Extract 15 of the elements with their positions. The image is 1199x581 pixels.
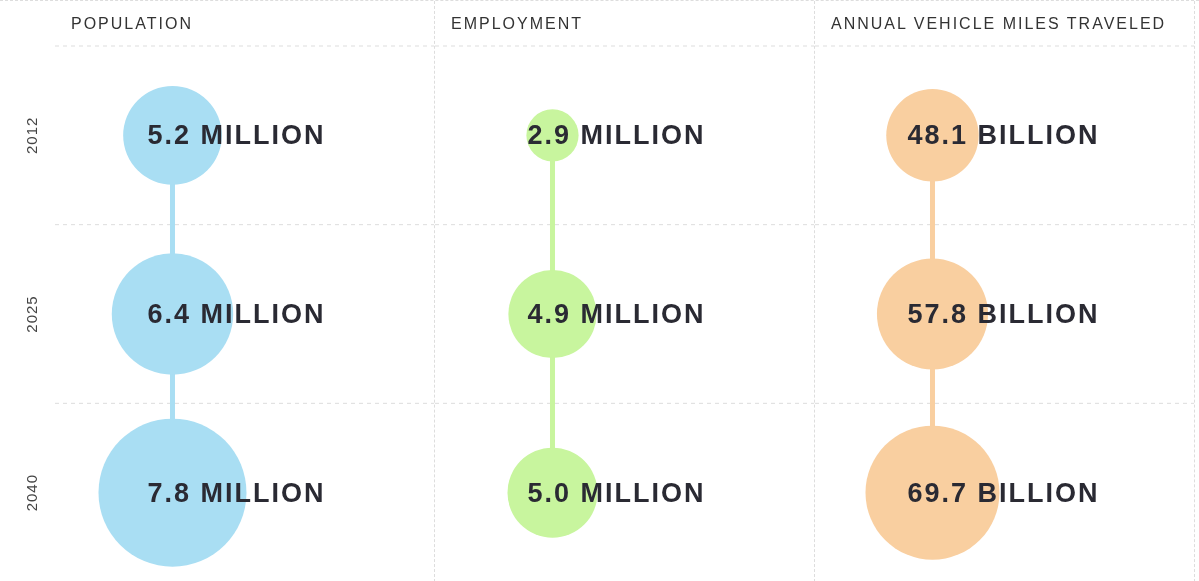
category-label: 2025 [23, 295, 40, 333]
category-label: 2012 [23, 116, 40, 155]
data-label: 5.0 MILLION [527, 477, 706, 508]
category-label: 2040 [23, 473, 40, 512]
data-label: 69.7 BILLION [907, 477, 1100, 508]
data-label: 2.9 MILLION [527, 120, 706, 151]
text: ANNUAL VEHICLE MILES TRAVELED [831, 15, 1167, 33]
data-label: 7.8 MILLION [147, 477, 326, 508]
data-label: 48.1 BILLION [907, 120, 1100, 151]
text: POPULATION [71, 15, 193, 33]
data-label: 5.2 MILLION [147, 120, 326, 151]
data-label: 4.9 MILLION [527, 299, 706, 329]
data-label: 6.4 MILLION [147, 299, 326, 329]
data-label: 57.8 BILLION [907, 299, 1100, 329]
text: EMPLOYMENT [451, 15, 584, 33]
